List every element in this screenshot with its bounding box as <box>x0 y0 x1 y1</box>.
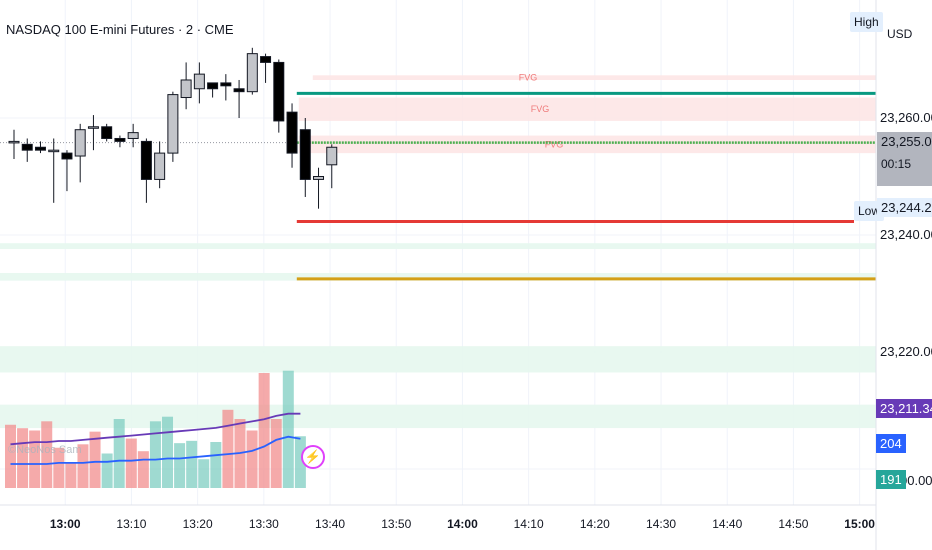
candle-body <box>273 61 285 122</box>
x-tick-label: 14:50 <box>778 517 808 531</box>
volume-bar <box>65 462 77 488</box>
volume-bar <box>101 453 113 488</box>
volume-bar <box>186 440 198 488</box>
volume-bar <box>270 419 282 488</box>
volume-bar <box>162 416 174 488</box>
volume-bar <box>210 442 222 488</box>
candle-body <box>167 94 179 154</box>
candle-body <box>233 88 245 93</box>
y-tick-label: 00.00 <box>900 473 932 488</box>
volume-bar <box>41 421 53 488</box>
volume-bar <box>17 428 29 488</box>
watermark: ©NeoNos Sam <box>8 444 82 456</box>
x-tick-label: 13:50 <box>381 517 411 531</box>
volume-bar <box>125 438 137 488</box>
candle-body <box>260 56 272 63</box>
candle-body <box>299 129 311 180</box>
current-price-badge: 23,255.00 00:15 <box>877 132 932 186</box>
volume-bar <box>294 436 306 488</box>
volume-badge-a: 204 <box>876 434 906 453</box>
currency-label[interactable]: USD <box>887 27 913 41</box>
candle-body <box>220 82 232 87</box>
x-tick-label: 14:00 <box>447 517 478 531</box>
volume-pane <box>5 370 306 488</box>
candle-body <box>246 53 258 93</box>
zones: FVG FVG FVG <box>0 73 876 429</box>
chart-title: NASDAQ 100 E-mini Futures · 2 · CME <box>6 22 234 37</box>
candle-body <box>21 143 33 151</box>
candle-body <box>8 140 20 144</box>
candle-body <box>101 126 113 139</box>
y-tick-label: 23,260.00 <box>880 110 932 125</box>
volume-bar <box>282 370 294 488</box>
volume-bar <box>89 431 101 488</box>
volume-bar <box>113 419 125 488</box>
support-zone <box>0 273 876 281</box>
current-price: 23,255.00 <box>881 134 932 149</box>
x-tick-label: 15:00 <box>844 517 875 531</box>
candle-body <box>34 146 46 151</box>
low-price-badge: 23,244.25 <box>877 198 932 217</box>
candle-body <box>286 111 298 154</box>
fvg-label: FVG <box>545 139 564 149</box>
high-tag: High <box>850 12 883 32</box>
candle-body <box>127 132 139 139</box>
candle-body <box>207 82 219 90</box>
candle-body <box>154 152 166 180</box>
candle-body <box>326 146 338 166</box>
x-tick-label: 14:30 <box>646 517 676 531</box>
volume-bar <box>174 443 186 488</box>
volume-bar <box>29 430 41 488</box>
lightning-icon[interactable]: ⚡ <box>301 445 325 469</box>
x-tick-label: 13:00 <box>50 517 81 531</box>
support-zone <box>0 404 876 429</box>
volume-ma-fast <box>10 435 301 465</box>
volume-bar <box>77 444 89 488</box>
candles <box>8 47 338 209</box>
x-tick-label: 14:10 <box>514 517 544 531</box>
volume-bar <box>222 409 234 488</box>
fvg-label: FVG <box>519 73 538 83</box>
candle-body <box>180 79 192 99</box>
levels <box>0 91 876 281</box>
candle-body <box>87 126 99 129</box>
ma-slow-price-badge: 23,211.34 <box>876 399 932 418</box>
volume-bar <box>246 430 258 488</box>
y-tick-label: 23,240.00 <box>880 227 932 242</box>
x-tick-label: 13:30 <box>249 517 279 531</box>
candle-body <box>74 129 86 157</box>
support-zone <box>0 346 876 373</box>
x-tick-label: 14:20 <box>580 517 610 531</box>
fvg-zone <box>312 75 876 80</box>
volume-bar <box>149 421 161 488</box>
candle-body <box>193 73 205 90</box>
volume-bar <box>198 459 210 488</box>
candle-body <box>140 140 152 180</box>
candle-body <box>61 152 73 160</box>
x-tick-label: 13:40 <box>315 517 345 531</box>
fvg-zone <box>298 97 876 121</box>
volume-ma-slow <box>10 412 301 446</box>
x-tick-label: 14:40 <box>712 517 742 531</box>
volume-bar <box>5 424 16 488</box>
countdown: 00:15 <box>881 157 912 171</box>
x-tick-label: 13:20 <box>183 517 213 531</box>
y-tick-label: 23,220.00 <box>880 344 932 359</box>
volume-bar <box>137 451 149 488</box>
candle-body <box>48 149 60 153</box>
fvg-zone <box>298 135 876 154</box>
volume-bar <box>53 447 65 488</box>
support-zone <box>0 243 876 250</box>
candle-body <box>114 137 126 142</box>
low-tag: Low <box>854 201 885 221</box>
candle-body <box>313 176 325 180</box>
volume-bar <box>258 373 270 488</box>
volume-badge-b: 191 <box>876 470 906 489</box>
x-tick-label: 13:10 <box>116 517 146 531</box>
fvg-label: FVG <box>531 104 550 114</box>
